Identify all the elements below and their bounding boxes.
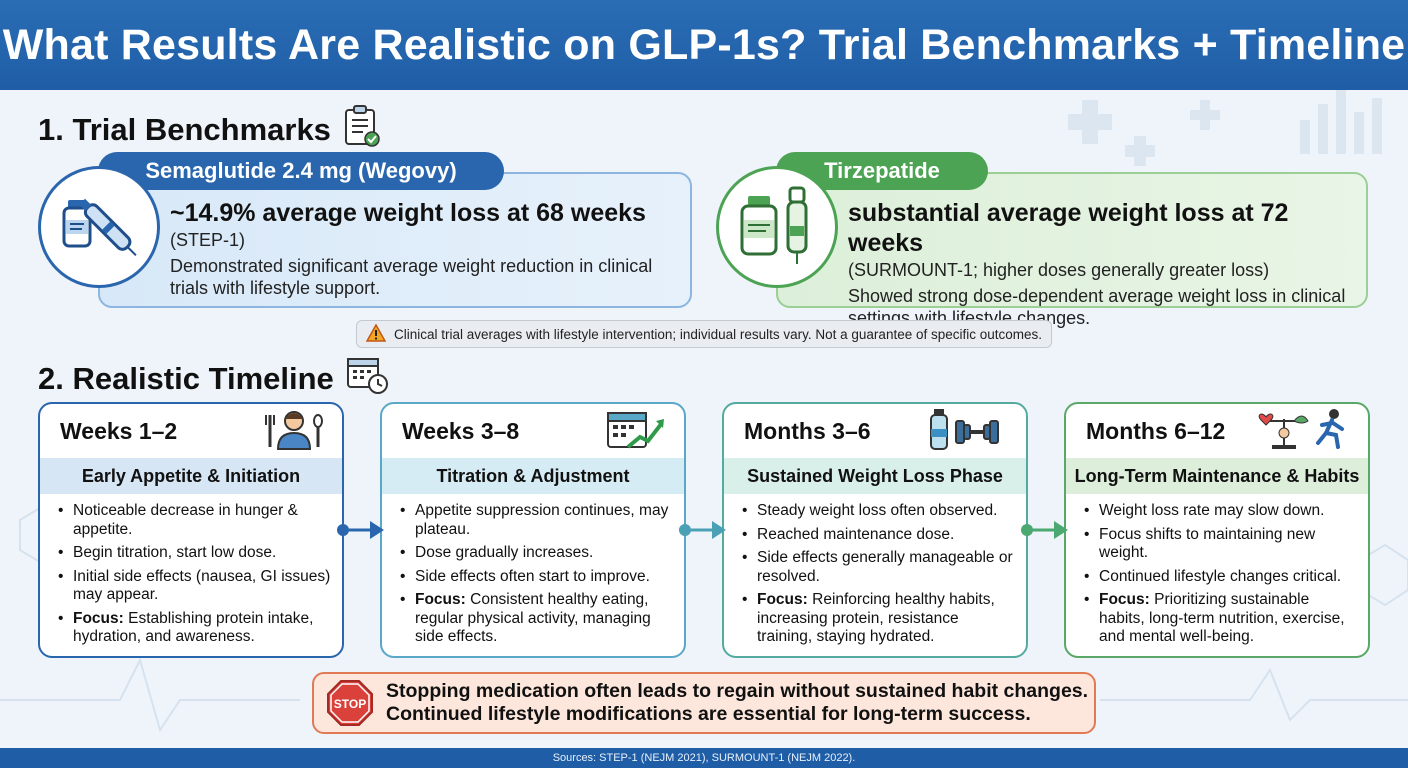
stop-warning-line-1: Stopping medication often leads to regai… bbox=[386, 680, 1089, 702]
clipboard-check-icon bbox=[343, 104, 381, 156]
stop-warning-line-2: Continued lifestyle modifications are es… bbox=[386, 703, 1031, 725]
bullet-item: Weight loss rate may slow down. bbox=[1082, 502, 1358, 521]
disclaimer-note: Clinical trial averages with lifestyle i… bbox=[356, 320, 1052, 348]
timeline-period: Weeks 3–8 bbox=[402, 417, 520, 444]
timeline-phase: Titration & Adjustment bbox=[382, 458, 684, 494]
timeline-card-months-3-6: Months 3–6 Sustained Weight Loss Phase S… bbox=[722, 402, 1028, 658]
focus-item: Focus: Prioritizing sustainable habits, … bbox=[1082, 591, 1358, 647]
section-title-text: 2. Realistic Timeline bbox=[38, 361, 334, 396]
focus-label: Focus: bbox=[73, 609, 124, 627]
semaglutide-trial: (STEP-1) bbox=[170, 230, 246, 250]
bullet-item: Noticeable decrease in hunger & appetite… bbox=[56, 502, 332, 539]
focus-text: Reinforcing healthy habits, increasing p… bbox=[757, 591, 995, 645]
bullet-item: Focus shifts to maintaining new weight. bbox=[1082, 526, 1358, 563]
stop-sign-label: STOP bbox=[334, 697, 366, 711]
timeline-card-weeks-3-8: Weeks 3–8 Titration & Adjustment Appetit… bbox=[380, 402, 686, 658]
balance-runner-icon bbox=[1254, 407, 1350, 456]
focus-item: Focus: Establishing protein intake, hydr… bbox=[56, 610, 332, 647]
semaglutide-headline: ~14.9% average weight loss at 68 weeks bbox=[170, 199, 646, 227]
timeline-bullets: Weight loss rate may slow down. Focus sh… bbox=[1066, 494, 1368, 647]
bottle-and-injector-icon bbox=[716, 166, 838, 288]
bullet-item: Appetite suppression continues, may plat… bbox=[398, 502, 674, 539]
tirzepatide-headline: substantial average weight loss at 72 we… bbox=[848, 199, 1289, 257]
person-with-utensils-icon bbox=[264, 407, 324, 456]
arrow-right-icon bbox=[337, 521, 384, 539]
bullet-item: Steady weight loss often observed. bbox=[740, 502, 1016, 521]
focus-text: Establishing protein intake, hydration, … bbox=[73, 609, 314, 646]
focus-label: Focus: bbox=[757, 591, 808, 608]
stop-medication-warning: STOP Stopping medication often leads to … bbox=[312, 672, 1096, 734]
timeline-phase: Long-Term Maintenance & Habits bbox=[1066, 458, 1368, 494]
timeline-period: Months 6–12 bbox=[1086, 417, 1226, 444]
bullet-item: Continued lifestyle changes critical. bbox=[1082, 568, 1358, 587]
bullet-item: Begin titration, start low dose. bbox=[56, 544, 332, 563]
timeline-phase: Early Appetite & Initiation bbox=[40, 458, 342, 494]
header-banner: What Results Are Realistic on GLP-1s? Tr… bbox=[0, 0, 1408, 90]
semaglutide-details: ~14.9% average weight loss at 68 weeks (… bbox=[170, 198, 680, 299]
stop-warning-text: Stopping medication often leads to regai… bbox=[386, 680, 1088, 726]
tirzepatide-benchmark-card bbox=[776, 172, 1368, 308]
semaglutide-label: Semaglutide 2.4 mg (Wegovy) bbox=[98, 152, 504, 190]
focus-text: Prioritizing sustainable habits, long-te… bbox=[1099, 591, 1345, 645]
sources-footer: Sources: STEP-1 (NEJM 2021), SURMOUNT-1 … bbox=[0, 748, 1408, 768]
sources-text: Sources: STEP-1 (NEJM 2021), SURMOUNT-1 … bbox=[552, 752, 856, 764]
calendar-clock-icon bbox=[346, 354, 390, 404]
tirzepatide-trial: (SURMOUNT-1; higher doses generally grea… bbox=[848, 260, 1270, 280]
timeline-bullets: Steady weight loss often observed. Reach… bbox=[724, 494, 1026, 647]
arrow-right-icon bbox=[679, 521, 726, 539]
timeline-phase: Sustained Weight Loss Phase bbox=[724, 458, 1026, 494]
stop-sign-icon: STOP bbox=[327, 680, 373, 726]
calendar-trend-icon bbox=[606, 407, 666, 456]
focus-label: Focus: bbox=[415, 591, 466, 608]
bullet-item: Dose gradually increases. bbox=[398, 544, 674, 563]
arrow-right-icon bbox=[1021, 521, 1068, 539]
section-title-text: 1. Trial Benchmarks bbox=[38, 112, 331, 147]
timeline-card-weeks-1-2: Weeks 1–2 Early Appetite & Initiation No… bbox=[38, 402, 344, 658]
focus-label: Focus: bbox=[1099, 591, 1150, 608]
timeline-period: Weeks 1–2 bbox=[60, 417, 178, 444]
timeline-bullets: Appetite suppression continues, may plat… bbox=[382, 494, 684, 647]
focus-text: Consistent healthy eating, regular physi… bbox=[415, 591, 651, 645]
focus-item: Focus: Reinforcing healthy habits, incre… bbox=[740, 591, 1016, 647]
bullet-item: Initial side effects (nausea, GI issues)… bbox=[56, 568, 332, 605]
page-title: What Results Are Realistic on GLP-1s? Tr… bbox=[2, 20, 1406, 69]
timeline-period: Months 3–6 bbox=[744, 417, 871, 444]
timeline-card-months-6-12: Months 6–12 Long-Term Maintenance & Habi… bbox=[1064, 402, 1370, 658]
semaglutide-description: Demonstrated significant average weight … bbox=[170, 256, 653, 298]
tirzepatide-details: substantial average weight loss at 72 we… bbox=[848, 198, 1358, 329]
bullet-item: Reached maintenance dose. bbox=[740, 526, 1016, 545]
section-trial-benchmarks-title: 1. Trial Benchmarks bbox=[38, 104, 381, 156]
disclaimer-text: Clinical trial averages with lifestyle i… bbox=[393, 326, 1043, 342]
bullet-item: Side effects often start to improve. bbox=[398, 568, 674, 587]
section-timeline-title: 2. Realistic Timeline bbox=[38, 354, 390, 404]
water-bottle-dumbbell-icon bbox=[928, 407, 1008, 456]
vial-and-pen-icon bbox=[38, 166, 160, 288]
bullet-item: Side effects generally manageable or res… bbox=[740, 549, 1016, 586]
focus-item: Focus: Consistent healthy eating, regula… bbox=[398, 591, 674, 647]
warning-icon bbox=[365, 322, 387, 345]
timeline-bullets: Noticeable decrease in hunger & appetite… bbox=[40, 494, 342, 647]
